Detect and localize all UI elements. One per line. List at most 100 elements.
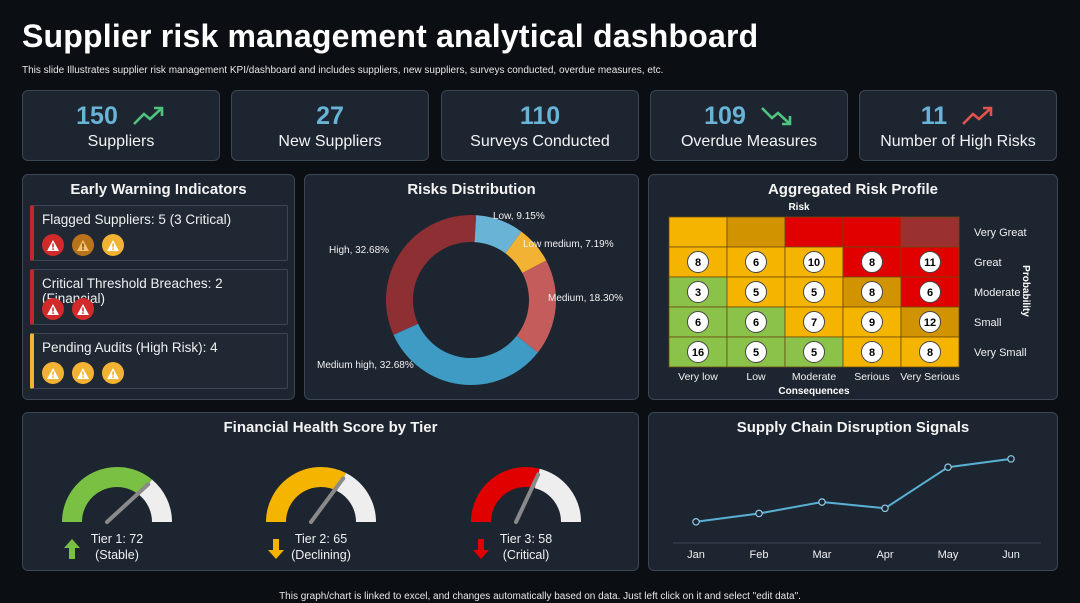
series-line xyxy=(695,457,1012,523)
heatmap-cell xyxy=(900,216,960,248)
kpi-card-new-suppliers: 27 New Suppliers xyxy=(231,90,429,161)
risks-distribution-panel: Risks Distribution Low, 9.15% Low medium,… xyxy=(304,174,639,400)
heatmap-cell-badge xyxy=(919,311,941,333)
panel-title: Financial Health Score by Tier xyxy=(223,419,438,436)
donut-label: High, 32.68% xyxy=(329,245,389,256)
trend-down-icon xyxy=(760,107,792,126)
kpi-value: 27 xyxy=(316,101,344,130)
heatmap-x-axis-title: Consequences xyxy=(778,386,850,397)
heatmap-cell-value: 8 xyxy=(869,287,875,299)
gauge-fill xyxy=(471,467,540,523)
page-title: Supplier risk management analytical dash… xyxy=(22,18,759,54)
gauge-status: (Critical) xyxy=(503,548,550,562)
heatmap-cell-badge xyxy=(803,311,825,333)
warning-icon xyxy=(42,234,64,256)
heatmap-cell-value: 5 xyxy=(811,287,817,299)
line-point xyxy=(881,504,889,513)
panel-title: Supply Chain Disruption Signals xyxy=(736,419,970,436)
kpi-value: 109 xyxy=(704,101,746,130)
heatmap-cell-value: 3 xyxy=(695,287,701,299)
warning-icon xyxy=(72,362,94,384)
kpi-value: 150 xyxy=(76,101,118,130)
line-point xyxy=(944,463,952,472)
heatmap-cell-badge xyxy=(861,251,883,273)
kpi-card-surveys-conducted: 110 Surveys Conducted xyxy=(441,90,639,161)
warning-item-text: Flagged Suppliers: 5 (3 Critical) xyxy=(42,212,232,227)
heatmap-row-label: Moderate xyxy=(974,287,1020,299)
heatmap-cell-value: 6 xyxy=(927,287,933,299)
heatmap-column-label: Very low xyxy=(678,371,718,383)
kpi-card-high-risks: 11 Number of High Risks xyxy=(859,90,1057,161)
heatmap-cell-badge xyxy=(919,251,941,273)
warning-item-threshold-breaches[interactable]: Critical Threshold Breaches: 2 (Financia… xyxy=(30,269,288,325)
heatmap-cell xyxy=(842,216,902,248)
heatmap-column-label: Very Serious xyxy=(900,371,960,383)
donut-label: Medium high, 32.68% xyxy=(317,360,414,371)
risk-heatmap: Risk Very Great 8 6 10 8 11 Great 3 5 5 8 6 Moderate 6… xyxy=(668,202,1031,397)
warning-item-pending-audits[interactable]: Pending Audits (High Risk): 4 xyxy=(30,333,288,389)
donut-label: Medium, 18.30% xyxy=(548,293,623,304)
heatmap-cell-badge xyxy=(803,251,825,273)
gauge-needle xyxy=(105,482,151,524)
heatmap-column-label: Low xyxy=(746,371,766,383)
heatmap-column-label: Serious xyxy=(854,371,890,383)
heatmap-cell-value: 16 xyxy=(692,347,704,359)
kpi-label: New Suppliers xyxy=(278,133,382,150)
donut-slice-medium xyxy=(516,260,556,353)
donut-label: Low, 9.15% xyxy=(493,211,545,222)
heatmap-cell-value: 5 xyxy=(753,287,759,299)
heatmap-cell-value: 6 xyxy=(695,317,701,329)
trend-up-icon xyxy=(962,106,993,125)
panel-title: Risks Distribution xyxy=(407,181,536,198)
warning-icon xyxy=(102,234,124,256)
gauge-fill xyxy=(266,467,346,523)
kpi-label: Overdue Measures xyxy=(680,133,818,150)
heatmap-cell-badge xyxy=(861,281,883,303)
arrow-down-icon xyxy=(473,539,489,559)
heatmap-cell-badge xyxy=(803,281,825,303)
gauge-needle xyxy=(309,476,346,524)
heatmap-cell-value: 5 xyxy=(811,347,817,359)
gauge-label: Tier 2: 65 xyxy=(295,532,347,546)
heatmap-cell-badge xyxy=(687,311,709,333)
heatmap-cell-value: 6 xyxy=(753,317,759,329)
heatmap-column-label: Moderate xyxy=(792,371,837,383)
gauge-track xyxy=(138,479,172,523)
heatmap-row-label: Very Great xyxy=(974,227,1027,239)
gauge-needle xyxy=(514,472,541,524)
heatmap-cell-badge xyxy=(745,341,767,363)
warning-icon xyxy=(42,362,64,384)
heatmap-cell-value: 8 xyxy=(927,347,933,359)
heatmap-cell-badge xyxy=(687,281,709,303)
financial-health-panel: Financial Health Score by Tier Tier 1: 7… xyxy=(22,412,639,571)
line-point xyxy=(692,518,700,526)
gauge-track xyxy=(336,472,376,523)
heatmap-cell-badge xyxy=(919,341,941,363)
page-subtitle: This slide Illustrates supplier risk man… xyxy=(22,65,664,76)
warning-item-flagged-suppliers[interactable]: Flagged Suppliers: 5 (3 Critical) xyxy=(30,205,288,261)
heatmap-row-label: Great xyxy=(974,257,1002,269)
donut-slice-low-medium xyxy=(505,231,547,274)
warning-item-text: Pending Audits (High Risk): 4 xyxy=(42,340,218,355)
warning-icon xyxy=(72,234,94,256)
heatmap-row-label: Very Small xyxy=(974,347,1027,359)
kpi-value: 110 xyxy=(519,101,561,130)
gauge-label: Tier 1: 72 xyxy=(91,532,143,546)
warning-icon xyxy=(42,298,64,320)
disruption-line-chart: Jan Feb Mar Apr May Jun xyxy=(673,455,1041,561)
heatmap-cell-badge xyxy=(745,281,767,303)
heatmap-cell-value: 12 xyxy=(924,317,936,329)
gauge-status: (Declining) xyxy=(291,548,351,562)
warning-icon xyxy=(102,362,124,384)
x-tick-label: Apr xyxy=(876,549,893,561)
x-tick-label: Jan xyxy=(687,549,705,561)
heatmap-cell-value: 9 xyxy=(869,317,875,329)
gauge-label: Tier 3: 58 xyxy=(500,532,552,546)
x-tick-label: Jun xyxy=(1002,549,1020,561)
kpi-card-suppliers: 150 Suppliers xyxy=(22,90,220,161)
heatmap-cell xyxy=(726,216,786,248)
panel-title: Aggregated Risk Profile xyxy=(767,181,939,198)
kpi-value: 11 xyxy=(920,101,948,130)
heatmap-cell-value: 8 xyxy=(869,257,875,269)
donut-label: Low medium, 7.19% xyxy=(523,239,614,250)
